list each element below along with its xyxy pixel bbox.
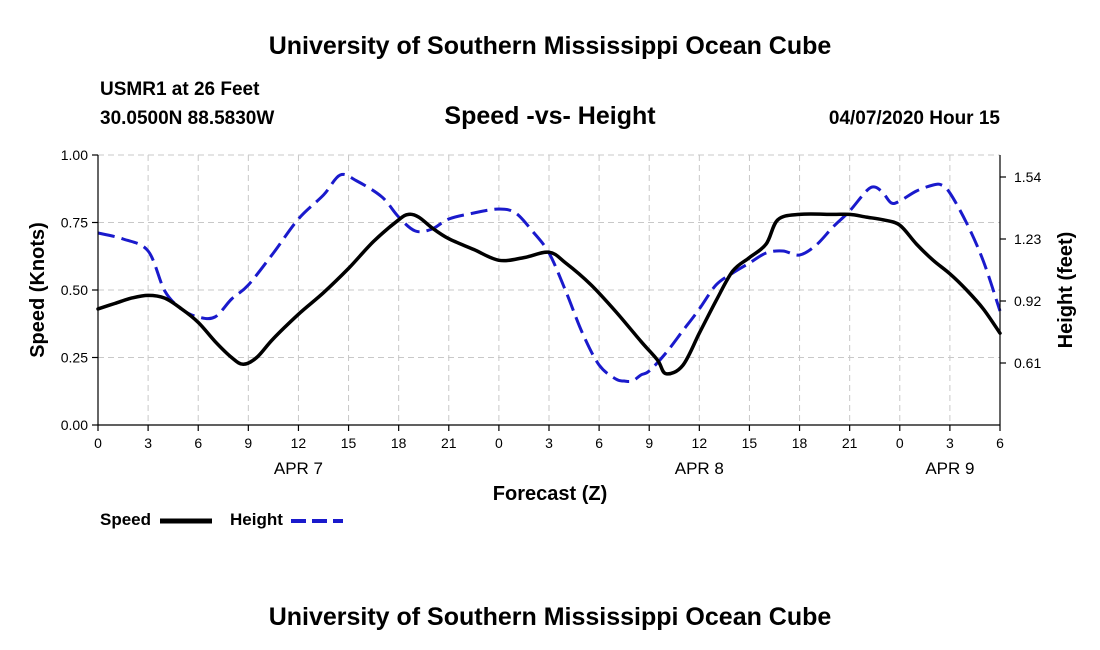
day-label: APR 9 [925,459,974,478]
x-tick-label: 18 [391,435,407,451]
ticks: 0 3 6 9 12 15 18 21 0 3 6 9 12 15 18 21 0 3 6 APR 7 APR 8 APR… [61,147,1042,478]
x-tick-label: 3 [545,435,553,451]
x-tick-label: 9 [244,435,252,451]
x-tick-label: 18 [792,435,808,451]
series-line-speed [96,212,1002,376]
x-tick-label: 6 [996,435,1004,451]
y-left-tick-label: 0.25 [61,350,88,366]
legend-label-height: Height [230,510,283,529]
x-tick-label: 0 [896,435,904,451]
y-left-tick-label: 0.75 [61,215,88,231]
x-tick-label: 6 [595,435,603,451]
y-left-tick-label: 1.00 [61,147,88,163]
x-tick-label: 6 [194,435,202,451]
series-lines [96,172,1002,384]
chart-subtitle: Speed -vs- Height [444,102,656,130]
footer-title: University of Southern Mississippi Ocean… [269,603,832,631]
x-axis-title: Forecast (Z) [493,483,607,505]
date-label: 04/07/2020 Hour 15 [829,108,1001,129]
station-label: USMR1 at 26 Feet [100,79,260,100]
series-line-height [97,172,1002,384]
y-left-tick-label: 0.00 [61,417,88,433]
x-tick-label: 3 [144,435,152,451]
x-tick-label: 3 [946,435,954,451]
day-label: APR 8 [675,459,724,478]
legend: Speed Height [100,510,343,529]
x-tick-label: 0 [495,435,503,451]
y-left-tick-label: 0.50 [61,282,88,298]
y-axis-left-title: Speed (Knots) [27,222,49,358]
x-tick-label: 15 [341,435,357,451]
x-tick-label: 21 [441,435,457,451]
x-tick-label: 21 [842,435,858,451]
grid [98,154,1000,425]
y-axis-right-title: Height (feet) [1055,232,1077,349]
x-tick-label: 0 [94,435,102,451]
x-tick-label: 15 [742,435,758,451]
y-right-tick-label: 1.23 [1014,231,1041,247]
y-right-tick-label: 0.61 [1014,355,1041,371]
legend-label-speed: Speed [100,510,151,529]
chart-title: University of Southern Mississippi Ocean… [269,32,832,60]
y-right-tick-label: 0.92 [1014,293,1041,309]
day-label: APR 7 [274,459,323,478]
x-tick-label: 12 [692,435,708,451]
y-right-tick-label: 1.54 [1014,169,1041,185]
x-tick-label: 12 [291,435,307,451]
x-tick-label: 9 [645,435,653,451]
location-label: 30.0500N 88.5830W [100,108,274,129]
